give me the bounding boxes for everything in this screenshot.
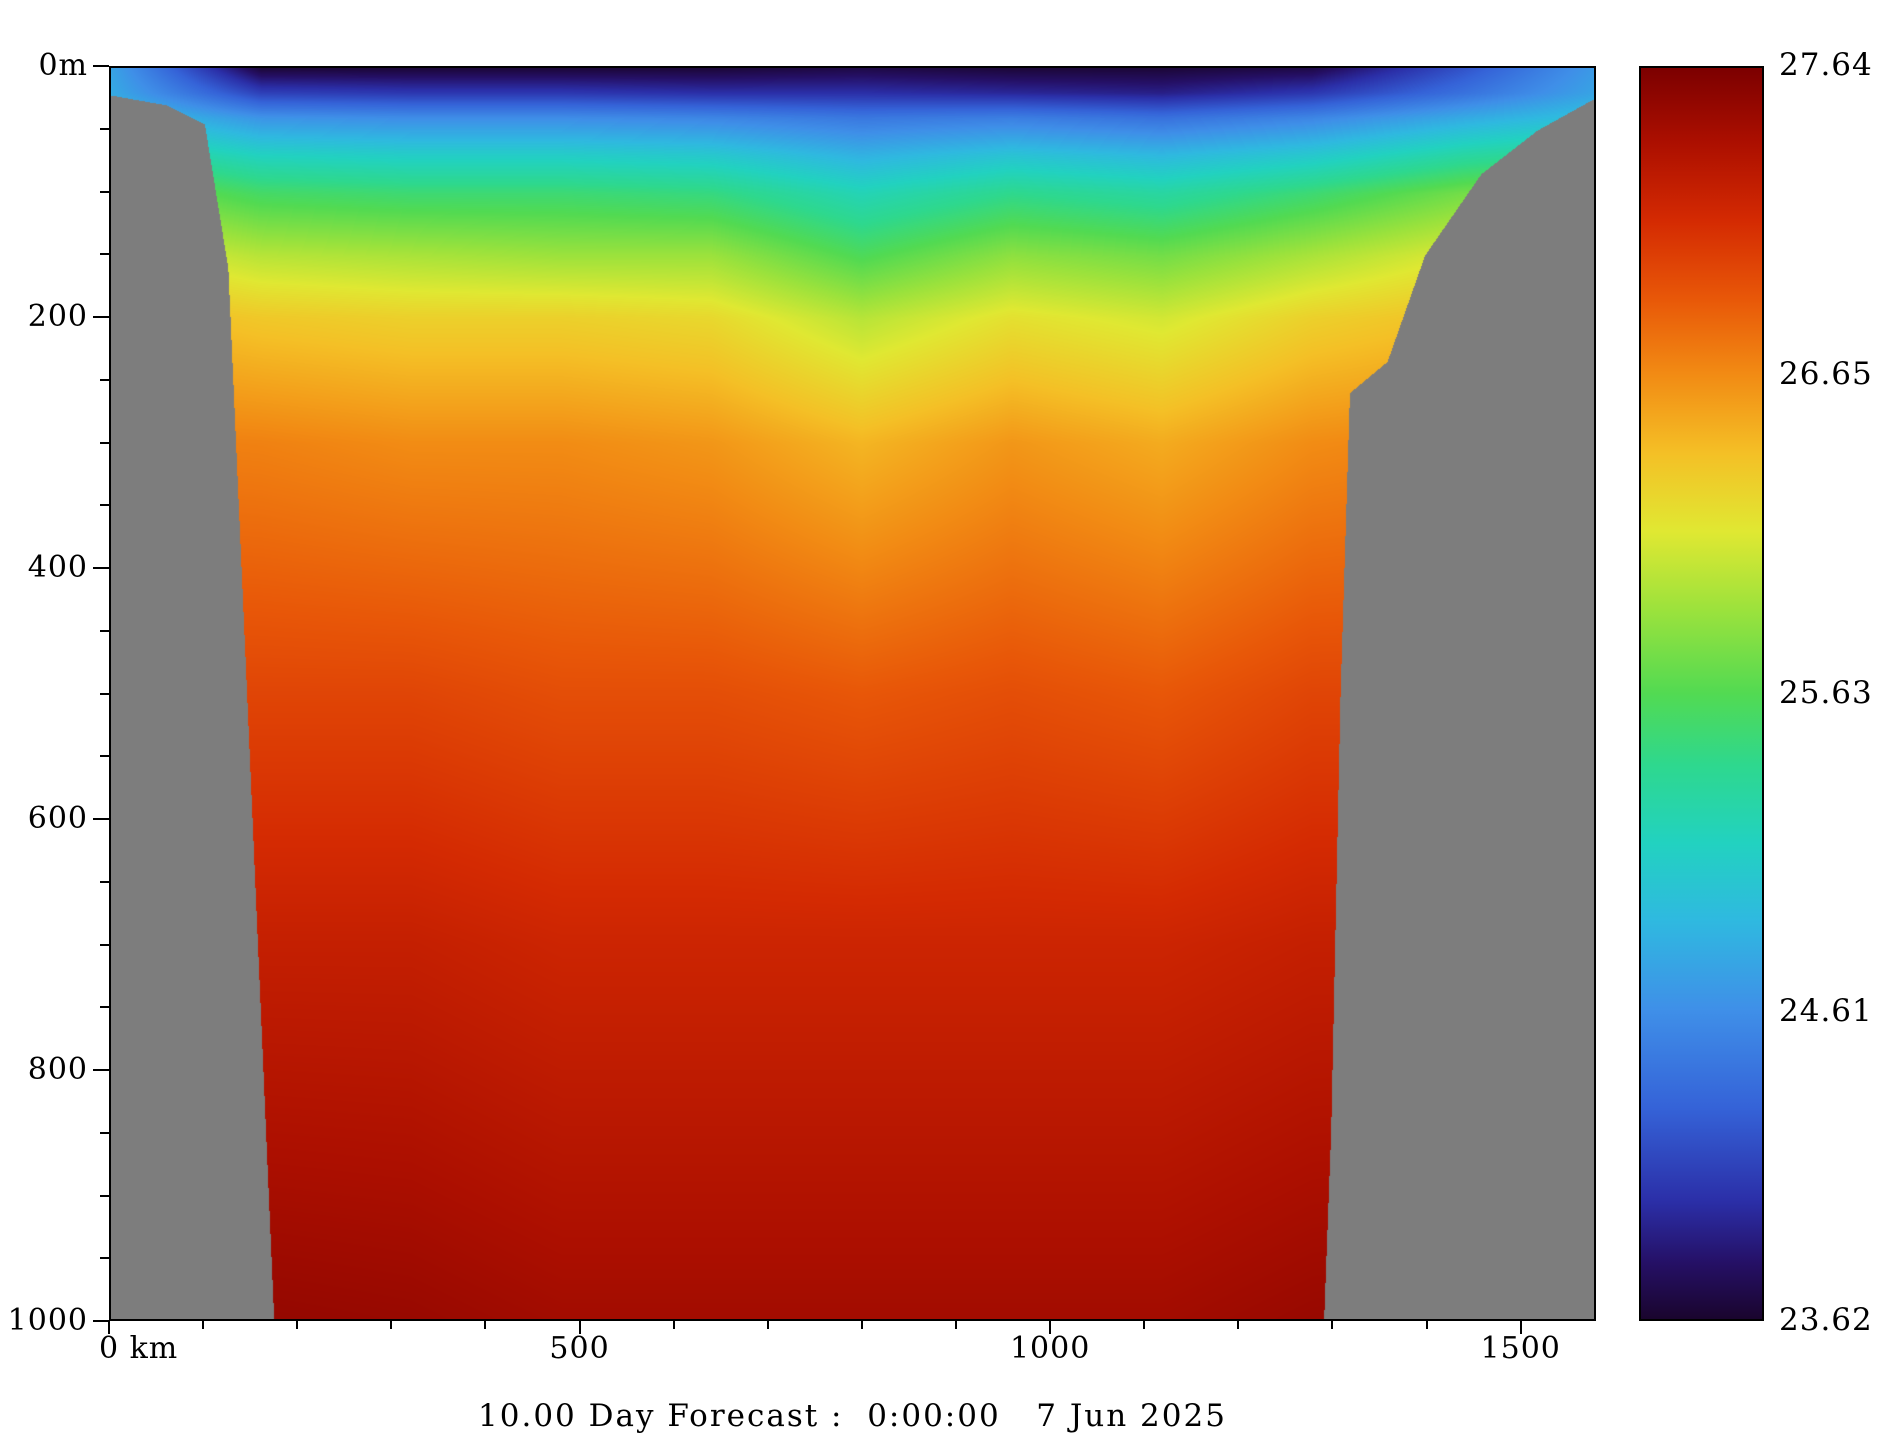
y-axis-tick-minor [100,504,109,507]
x-axis-tick-label: 0 km [99,1331,179,1366]
y-axis-tick-major [93,316,109,318]
y-axis-tick-label: 1000 [7,1303,88,1338]
y-axis-tick-major [93,65,109,67]
x-axis-tick-major [108,1321,110,1334]
y-axis-tick-major [93,1320,109,1322]
y-axis-tick-minor [100,1257,109,1260]
y-axis-tick-major [93,567,109,569]
x-axis-tick-major [578,1321,581,1334]
x-axis-tick-minor [484,1321,487,1329]
y-axis-tick-label: 600 [27,801,88,836]
y-axis-tick-minor [100,629,109,632]
colorbar-tick-label: 24.61 [1779,992,1873,1029]
x-axis-tick-minor [1237,1321,1240,1329]
x-axis-tick-label: 500 [549,1331,610,1366]
y-axis-tick-minor [100,692,109,695]
x-axis-tick-minor [672,1321,675,1329]
colorbar [1639,66,1764,1321]
x-axis-tick-minor [1331,1321,1334,1329]
y-axis-tick-major [93,818,109,820]
density-cross-section-canvas [111,68,1594,1319]
y-axis-tick-minor [100,441,109,444]
x-axis-tick-major [1519,1321,1522,1334]
y-axis-tick-minor [100,755,109,758]
y-axis-tick-minor [100,1194,109,1197]
colorbar-tick-label: 25.63 [1779,674,1873,711]
x-axis-tick-major [1049,1321,1052,1334]
y-axis-tick-minor [100,880,109,883]
y-axis-tick-minor [100,190,109,193]
y-axis-tick-minor [100,253,109,256]
x-axis-tick-minor [202,1321,205,1329]
y-axis-tick-label: 400 [27,550,88,585]
x-axis-tick-minor [1425,1321,1428,1329]
y-axis-tick-label: 200 [27,299,88,334]
x-axis-tick-minor [860,1321,863,1329]
y-axis-tick-minor [100,127,109,130]
colorbar-tick-label: 26.65 [1779,356,1873,393]
colorbar-tick-label: 23.62 [1779,1302,1873,1338]
y-axis-tick-label: 800 [27,1052,88,1087]
cross-section-plot-area [109,66,1596,1321]
y-axis-tick-major [93,1069,109,1071]
x-axis-tick-minor [296,1321,299,1329]
x-axis-tick-label: 1500 [1480,1331,1561,1366]
plot-title: 10.00 Day Forecast : 0:00:00 7 Jun 2025 [478,1398,1227,1434]
colorbar-tick-label: 27.64 [1779,47,1873,83]
colorbar-gradient [1641,68,1762,1319]
y-axis-tick-minor [100,1006,109,1009]
y-axis-tick-label: 0m [38,48,88,83]
x-axis-tick-minor [766,1321,769,1329]
x-axis-tick-minor [390,1321,393,1329]
y-axis-tick-minor [100,1131,109,1134]
y-axis-tick-minor [100,943,109,946]
y-axis-tick-minor [100,378,109,381]
x-axis-tick-minor [955,1321,958,1329]
x-axis-tick-minor [1143,1321,1146,1329]
x-axis-tick-label: 1000 [1009,1331,1091,1366]
